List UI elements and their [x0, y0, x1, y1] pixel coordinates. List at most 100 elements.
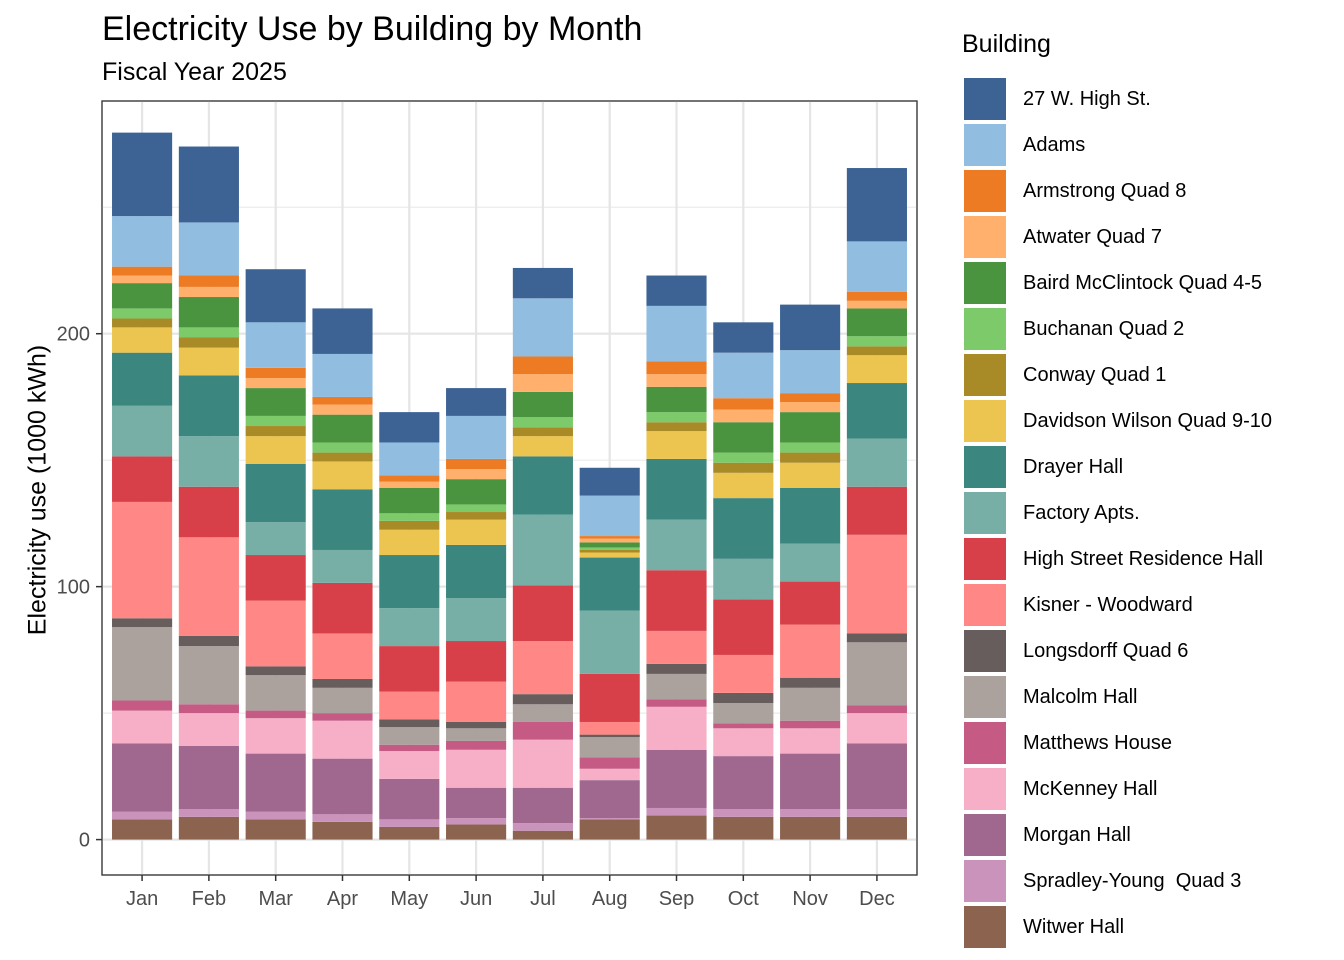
bar-segment: [112, 710, 173, 744]
bar-segment: [579, 610, 640, 674]
legend-swatch: [964, 78, 1006, 120]
legend-label: Factory Apts.: [1023, 501, 1140, 524]
bar-segment: [646, 673, 707, 700]
legend-swatch: [964, 630, 1006, 672]
legend-item: Matthews House: [964, 720, 1272, 766]
legend-item: Morgan Hall: [964, 812, 1272, 858]
x-tick-label: Oct: [728, 888, 760, 910]
bar-segment: [846, 355, 907, 384]
bar-segment: [646, 815, 707, 840]
legend-label: Spradley-Young Quad 3: [1023, 869, 1242, 892]
bar-segment: [579, 467, 640, 496]
bar-segment: [846, 336, 907, 347]
bar-stack-jan: [112, 132, 173, 840]
bar-segment: [112, 216, 173, 267]
bar-segment: [646, 663, 707, 674]
chart-subtitle: Fiscal Year 2025: [102, 58, 287, 86]
legend-label: Buchanan Quad 2: [1023, 317, 1185, 340]
bar-segment: [846, 486, 907, 535]
bar-segment: [846, 168, 907, 242]
bar-segment: [245, 269, 306, 323]
bar-segment: [379, 751, 440, 779]
bar-segment: [245, 322, 306, 368]
legend-swatch: [964, 446, 1006, 488]
bar-segment: [178, 704, 239, 714]
bar-segment: [646, 519, 707, 571]
bar-segment: [579, 552, 640, 558]
legend-item: Malcolm Hall: [964, 674, 1272, 720]
bar-segment: [178, 146, 239, 223]
bar-segment: [312, 461, 373, 490]
bar-segment: [512, 787, 573, 824]
bar-segment: [312, 353, 373, 397]
legend-item: Longsdorff Quad 6: [964, 628, 1272, 674]
legend-swatch: [964, 308, 1006, 350]
legend-item: Buchanan Quad 2: [964, 306, 1272, 352]
bar-segment: [312, 404, 373, 415]
bar-segment: [646, 412, 707, 423]
bar-segment: [846, 346, 907, 356]
bar-segment: [312, 720, 373, 759]
bar-segment: [780, 720, 841, 729]
bar-segment: [646, 275, 707, 306]
legend-swatch: [964, 814, 1006, 856]
x-tick-label: Aug: [592, 888, 628, 910]
bar-segment: [379, 778, 440, 820]
bar-segment: [178, 375, 239, 437]
bar-segment: [178, 713, 239, 746]
legend-item: 27 W. High St.: [964, 76, 1272, 122]
bar-segment: [178, 635, 239, 647]
bar-stack-jun: [446, 388, 507, 840]
bar-segment: [112, 352, 173, 406]
bar-segment: [379, 646, 440, 692]
bar-segment: [713, 452, 774, 463]
bar-segment: [312, 582, 373, 634]
bar-segment: [446, 479, 507, 505]
bar-segment: [245, 377, 306, 389]
bar-segment: [379, 819, 440, 827]
x-tick-label: Jun: [460, 888, 492, 910]
bar-segment: [579, 557, 640, 611]
bar-segment: [312, 814, 373, 822]
bar-segment: [446, 681, 507, 722]
bar-segment: [512, 721, 573, 740]
bar-segment: [646, 570, 707, 631]
bar-segment: [780, 412, 841, 443]
bar-segment: [112, 743, 173, 812]
legend-item: High Street Residence Hall: [964, 536, 1272, 582]
bar-segment: [312, 678, 373, 688]
bar-segment: [846, 816, 907, 840]
bar-segment: [446, 519, 507, 545]
bar-segment: [579, 538, 640, 543]
bar-segment: [312, 396, 373, 405]
bar-segment: [512, 739, 573, 788]
y-tick-label: 100: [57, 577, 90, 599]
bar-segment: [112, 811, 173, 820]
bar-segment: [379, 475, 440, 482]
legend-swatch: [964, 768, 1006, 810]
legend-item: McKenney Hall: [964, 766, 1272, 812]
bar-segment: [312, 633, 373, 679]
bar-segment: [178, 646, 239, 705]
bar-segment: [780, 816, 841, 840]
bar-segment: [646, 305, 707, 362]
bar-segment: [846, 642, 907, 706]
bar-segment: [579, 780, 640, 819]
bar-segment: [446, 721, 507, 729]
bar-segment: [312, 442, 373, 453]
bar-segment: [446, 469, 507, 480]
bar-segment: [178, 347, 239, 376]
bar-segment: [713, 352, 774, 399]
legend-item: Atwater Quad 7: [964, 214, 1272, 260]
x-tick-label: Dec: [859, 888, 895, 910]
bar-segment: [379, 442, 440, 476]
x-tick-label: Sep: [659, 888, 695, 910]
bar-segment: [446, 824, 507, 840]
bar-segment: [579, 737, 640, 758]
bar-segment: [713, 422, 774, 453]
legend-swatch: [964, 400, 1006, 442]
bar-segment: [846, 308, 907, 337]
bar-segment: [379, 608, 440, 647]
bar-segment: [312, 713, 373, 721]
bar-segment: [312, 414, 373, 443]
